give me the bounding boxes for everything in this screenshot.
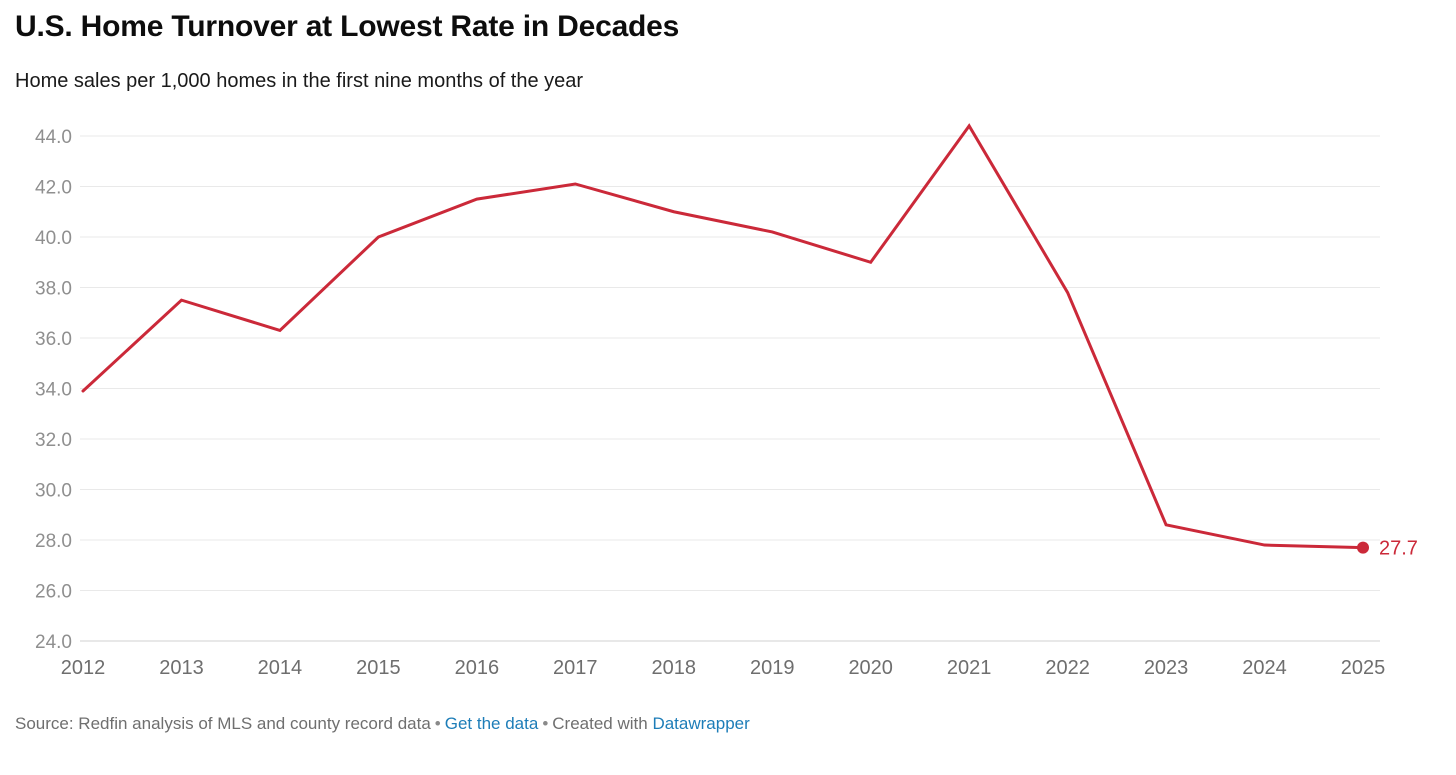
source-text: Source: Redfin analysis of MLS and count… — [15, 714, 431, 733]
x-axis-tick-label: 2020 — [848, 657, 893, 679]
y-axis-tick-label: 34.0 — [35, 380, 72, 401]
x-axis-tick-label: 2022 — [1045, 657, 1090, 679]
x-axis-tick-label: 2019 — [750, 657, 795, 679]
created-with-text: Created with — [552, 714, 648, 733]
y-axis-tick-label: 38.0 — [35, 279, 72, 300]
x-axis-tick-label: 2014 — [258, 657, 303, 679]
x-axis-tick-label: 2021 — [947, 657, 992, 679]
series-line — [81, 123, 1365, 550]
y-axis-tick-label: 44.0 — [35, 127, 72, 148]
y-axis-tick-label: 32.0 — [35, 430, 72, 451]
get-the-data-link[interactable]: Get the data — [444, 714, 539, 733]
x-axis-tick-label: 2018 — [652, 657, 697, 679]
x-axis-tick-label: 2012 — [61, 657, 106, 679]
chart-subtitle: Home sales per 1,000 homes in the first … — [15, 70, 584, 92]
y-axis-tick-label: 40.0 — [35, 228, 72, 249]
source-footer: Source: Redfin analysis of MLS and count… — [15, 714, 750, 734]
datawrapper-link[interactable]: Datawrapper — [652, 714, 750, 733]
end-point-marker — [1357, 541, 1369, 554]
end-value-label: 27.7 — [1379, 538, 1418, 560]
x-axis-tick-label: 2016 — [455, 657, 500, 679]
x-axis-tick-label: 2025 — [1341, 657, 1386, 679]
y-axis-tick-label: 30.0 — [35, 481, 72, 502]
y-axis-tick-label: 26.0 — [35, 582, 72, 603]
x-axis-tick-label: 2013 — [159, 657, 204, 679]
y-axis-tick-label: 28.0 — [35, 531, 72, 552]
x-axis-tick-label: 2015 — [356, 657, 401, 679]
x-axis-tick-label: 2017 — [553, 657, 598, 679]
x-axis-tick-label: 2024 — [1242, 657, 1287, 679]
separator-dot: • — [434, 714, 441, 733]
x-axis-tick-label: 2023 — [1144, 657, 1189, 679]
y-axis-tick-label: 36.0 — [35, 329, 72, 350]
separator-dot: • — [542, 714, 549, 733]
chart-title: U.S. Home Turnover at Lowest Rate in Dec… — [15, 10, 680, 43]
y-axis-tick-label: 42.0 — [35, 178, 72, 199]
y-axis-tick-label: 24.0 — [35, 632, 72, 653]
